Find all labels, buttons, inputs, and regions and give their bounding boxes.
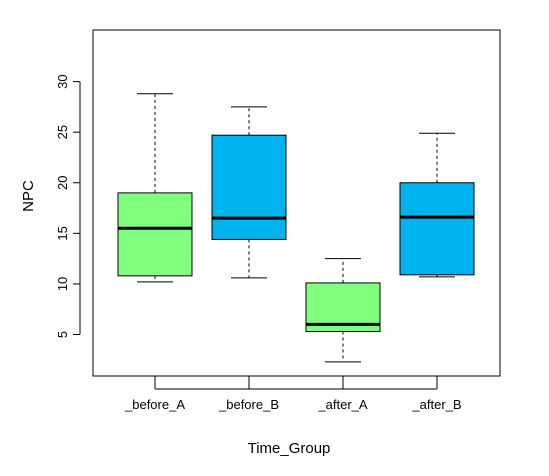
box-after-B bbox=[399, 132, 475, 278]
box-before-A bbox=[117, 93, 193, 283]
x-axis-title: Time_Group bbox=[248, 440, 331, 457]
x-tick-label: _after_B bbox=[411, 397, 461, 412]
x-tick-label: _after_A bbox=[317, 397, 367, 412]
x-tick-label: _before_A bbox=[124, 397, 185, 412]
boxplot-marks bbox=[117, 93, 475, 363]
y-tick-label: 20 bbox=[55, 176, 70, 190]
iqr-box bbox=[399, 182, 475, 276]
y-axis-title: NPC bbox=[20, 180, 37, 212]
y-tick-label: 10 bbox=[55, 277, 70, 291]
y-tick-label: 25 bbox=[55, 125, 70, 139]
iqr-box bbox=[211, 134, 287, 240]
y-tick-label: 30 bbox=[55, 74, 70, 88]
box-before-B bbox=[211, 106, 287, 279]
y-tick-label: 15 bbox=[55, 226, 70, 240]
box-after-A bbox=[305, 258, 381, 363]
plot-frame bbox=[92, 29, 501, 377]
x-tick-label: _before_B bbox=[218, 397, 279, 412]
y-tick-label: 5 bbox=[55, 331, 70, 338]
y-axis: 5 10 15 20 25 30 bbox=[55, 74, 81, 338]
iqr-box bbox=[117, 192, 193, 277]
x-axis: _before_A _before_B _after_A _after_B bbox=[124, 376, 462, 412]
